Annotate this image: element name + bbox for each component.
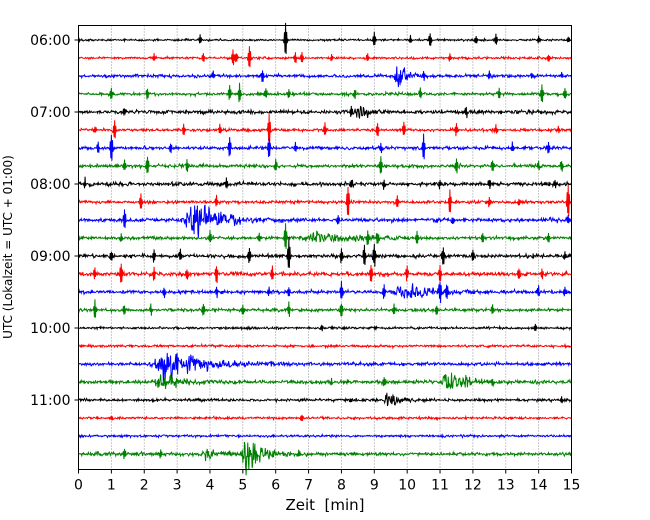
trace-1000 [78,323,572,332]
trace-0615 [78,46,572,68]
trace-0815 [78,185,572,216]
plot-frame [78,25,572,470]
x-grid [110,25,540,470]
x-tick-label: 15 [563,478,581,494]
x-tick-label: 11 [431,478,449,494]
y-tick-label: 07:00 [30,105,70,121]
x-tick-label: 7 [304,478,313,494]
trace-1045 [78,372,572,390]
x-tick-label: 13 [497,478,515,494]
y-ticks: 06:00 07:00 08:00 09:00 10:00 11:00 [30,33,79,409]
y-tick-label: 10:00 [30,321,70,337]
x-tick-label: 0 [74,478,83,494]
x-tick-label: 3 [173,478,182,494]
x-tick-label: 6 [271,478,280,494]
trace-0715 [78,114,572,145]
x-tick-label: 9 [370,478,379,494]
y-tick-label: 06:00 [30,33,70,49]
x-tick-label: 1 [107,478,116,494]
y-tick-label: 08:00 [30,177,70,193]
trace-0700 [78,105,572,119]
x-tick-label: 14 [530,478,548,494]
trace-0830 [78,204,572,239]
trace-0845 [78,223,572,249]
trace-0945 [78,299,572,318]
trace-0645 [78,82,572,103]
x-tick-label: 12 [464,478,482,494]
trace-1015 [78,342,572,350]
trace-1030 [78,352,572,385]
y-axis-label: UTC (Lokalzeit = UTC + 01:00) [1,155,15,339]
x-tick-label: 5 [238,478,247,494]
x-axis-label: Zeit [min] [285,496,364,514]
trace-0915 [78,263,572,284]
trace-0930 [78,281,572,304]
x-tick-label: 4 [206,478,215,494]
x-tick-label: 2 [140,478,149,494]
trace-rows [78,22,572,476]
trace-1100 [78,392,572,407]
trace-0730 [78,133,572,161]
trace-0900 [78,237,572,268]
trace-0800 [78,176,572,190]
x-tick-label: 10 [398,478,416,494]
trace-1115 [78,414,572,422]
trace-0630 [78,66,572,88]
y-tick-label: 09:00 [30,249,70,265]
trace-1145 [78,441,572,476]
x-tick-label: 8 [337,478,346,494]
x-ticks: 0 1 2 3 4 5 6 7 8 9 10 11 12 13 14 15 [74,469,581,494]
trace-0745 [78,156,572,174]
y-tick-label: 11:00 [30,393,70,409]
trace-1130 [78,433,572,440]
trace-0600 [78,22,572,54]
